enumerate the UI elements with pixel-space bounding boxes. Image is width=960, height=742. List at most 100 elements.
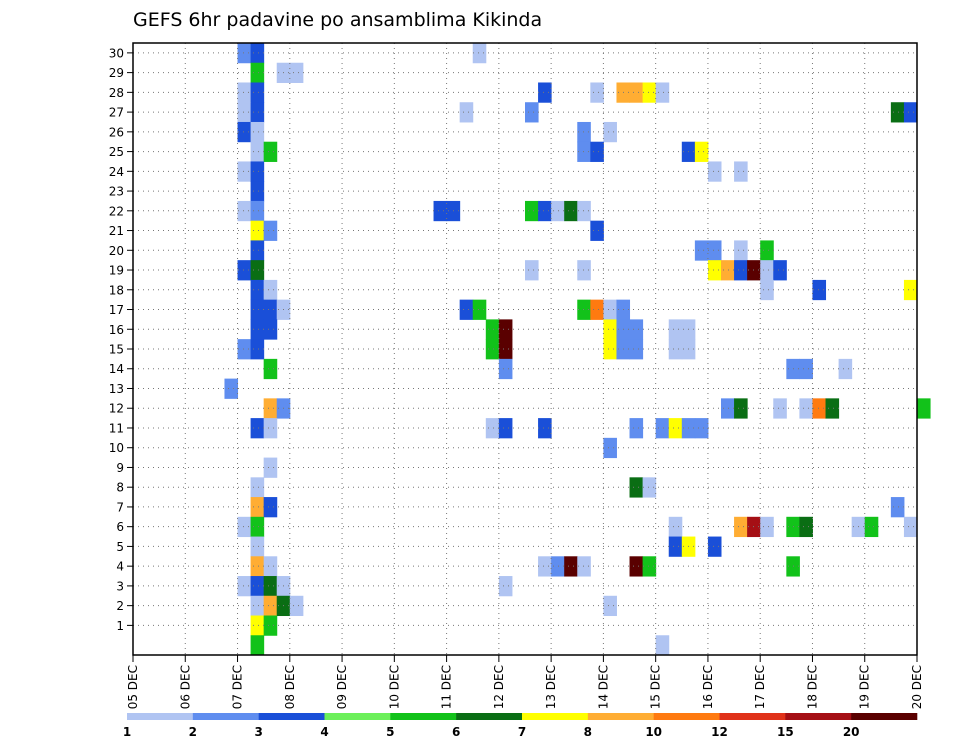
colorbar-bin [653, 713, 720, 720]
cell-m17-11-DEC-12Z [472, 299, 487, 320]
cell-m28-13-DEC-18Z [590, 82, 604, 103]
grid-lines [133, 43, 917, 655]
cell-m13-06-DEC-18Z [224, 378, 239, 399]
colorbar-bin [192, 713, 259, 720]
x-tick-label: 14 DEC [596, 665, 610, 709]
cell-m12-18-DEC-00Z [812, 398, 827, 419]
cell-m12-07-DEC-12Z [263, 398, 278, 419]
y-tick-label: 16 [109, 323, 124, 337]
cell-m4-13-DEC-06Z [564, 556, 578, 577]
cell-m22-13-DEC-12Z [577, 200, 591, 222]
cell-m6-07-DEC-00Z [237, 516, 252, 538]
cell-m2-07-DEC-12Z [263, 595, 278, 617]
x-tick-label: 15 DEC [649, 665, 663, 709]
y-tick-label: 20 [109, 244, 124, 258]
cell-m25-07-DEC-06Z [250, 141, 265, 162]
cell-m2-08-DEC-00Z [289, 595, 304, 617]
cell-m17-07-DEC-06Z [250, 299, 265, 320]
colorbar-label: 2 [189, 725, 197, 739]
y-tick-label: 18 [109, 283, 124, 297]
cell-m29-07-DEC-06Z [250, 62, 265, 83]
cell-m27-11-DEC-06Z [459, 102, 474, 123]
cell-m17-14-DEC-00Z [603, 299, 617, 320]
cell-m24-16-DEC-00Z [707, 161, 722, 182]
cell-m30-07-DEC-06Z [250, 43, 265, 64]
cell-m4-07-DEC-06Z [250, 556, 265, 577]
cell-m12-20-DEC-00Z [917, 398, 931, 419]
plume-cells [224, 43, 931, 656]
cell-m4-13-DEC-00Z [551, 556, 565, 577]
cell-m19-12-DEC-12Z [525, 260, 539, 281]
cell-m14-12-DEC-00Z [498, 358, 513, 380]
y-tick-label: 17 [109, 303, 124, 317]
cell-m19-07-DEC-06Z [250, 260, 265, 281]
cell-m7-07-DEC-12Z [263, 497, 278, 518]
cell-m25-13-DEC-12Z [577, 141, 591, 162]
cell-m16-12-DEC-00Z [498, 319, 513, 340]
cell-m5-15-DEC-06Z [668, 536, 683, 557]
chart-title: GEFS 6hr padavine po ansamblima Kikinda [133, 9, 542, 31]
cell-m27-19-DEC-12Z [890, 102, 905, 123]
cell-m7-07-DEC-06Z [250, 497, 265, 518]
cell-m8-14-DEC-18Z [642, 477, 657, 498]
colorbar-bin [522, 713, 589, 720]
cell-m20-07-DEC-06Z [250, 240, 265, 261]
cell-m11-12-DEC-18Z [538, 418, 552, 439]
cell-m19-16-DEC-06Z [721, 260, 735, 281]
cell-m20-17-DEC-00Z [760, 240, 774, 261]
x-tick-label: 18 DEC [805, 665, 819, 709]
y-tick-label: 3 [116, 579, 124, 593]
y-tick-label: 30 [109, 46, 124, 60]
x-tick-label: 13 DEC [544, 665, 558, 709]
cell-m16-15-DEC-06Z [668, 319, 683, 340]
colorbar-label: 3 [254, 725, 262, 739]
colorbar-label: 15 [777, 725, 794, 739]
cell-m26-14-DEC-00Z [603, 121, 617, 143]
cell-m21-07-DEC-06Z [250, 220, 265, 241]
cell-m0-07-DEC-06Z [250, 635, 265, 656]
cell-m22-12-DEC-18Z [538, 200, 552, 222]
cell-m27-12-DEC-12Z [525, 102, 539, 123]
cell-m25-07-DEC-12Z [263, 141, 278, 162]
colorbar-bin [390, 713, 457, 720]
cell-m1-07-DEC-06Z [250, 615, 265, 636]
cell-m27-07-DEC-00Z [237, 102, 252, 123]
cell-m28-14-DEC-18Z [642, 82, 657, 103]
x-tick-label: 06 DEC [178, 665, 192, 709]
cell-m15-14-DEC-12Z [629, 339, 644, 360]
cell-m15-12-DEC-00Z [498, 339, 513, 360]
cell-m22-10-DEC-18Z [433, 200, 448, 222]
cell-m19-13-DEC-12Z [577, 260, 591, 281]
cell-m11-12-DEC-00Z [498, 418, 513, 439]
cell-m5-07-DEC-06Z [250, 536, 265, 557]
cell-m19-16-DEC-12Z [734, 260, 748, 281]
colorbar-bin [851, 713, 918, 720]
cell-m19-17-DEC-06Z [773, 260, 787, 281]
cell-m3-07-DEC-00Z [237, 576, 252, 597]
cell-m18-19-DEC-18Z [903, 279, 918, 301]
cell-m24-16-DEC-12Z [734, 161, 748, 182]
y-tick-label: 12 [109, 402, 124, 416]
y-tick-label: 15 [109, 343, 124, 357]
cell-m14-07-DEC-12Z [263, 358, 278, 380]
y-tick-label: 14 [109, 362, 124, 376]
y-tick-label: 21 [109, 224, 124, 238]
cell-m19-07-DEC-00Z [237, 260, 252, 281]
cell-m17-11-DEC-06Z [459, 299, 474, 320]
cell-m3-07-DEC-06Z [250, 576, 265, 597]
cell-m27-19-DEC-18Z [903, 102, 918, 123]
colorbar-label: 6 [452, 725, 460, 739]
cell-m15-14-DEC-00Z [603, 339, 617, 360]
y-tick-label: 26 [109, 125, 124, 139]
cell-m11-07-DEC-06Z [250, 418, 265, 439]
cell-m26-07-DEC-00Z [237, 121, 252, 143]
x-tick-label: 20 DEC [910, 665, 924, 709]
cell-m12-18-DEC-06Z [825, 398, 840, 419]
x-tick-label: 05 DEC [126, 665, 140, 709]
cell-m15-07-DEC-00Z [237, 339, 252, 360]
cell-m19-16-DEC-00Z [707, 260, 722, 281]
y-tick-label: 25 [109, 145, 124, 159]
x-tick-label: 07 DEC [231, 665, 245, 709]
x-tick-label: 19 DEC [858, 665, 872, 709]
cell-m22-13-DEC-00Z [551, 200, 565, 222]
